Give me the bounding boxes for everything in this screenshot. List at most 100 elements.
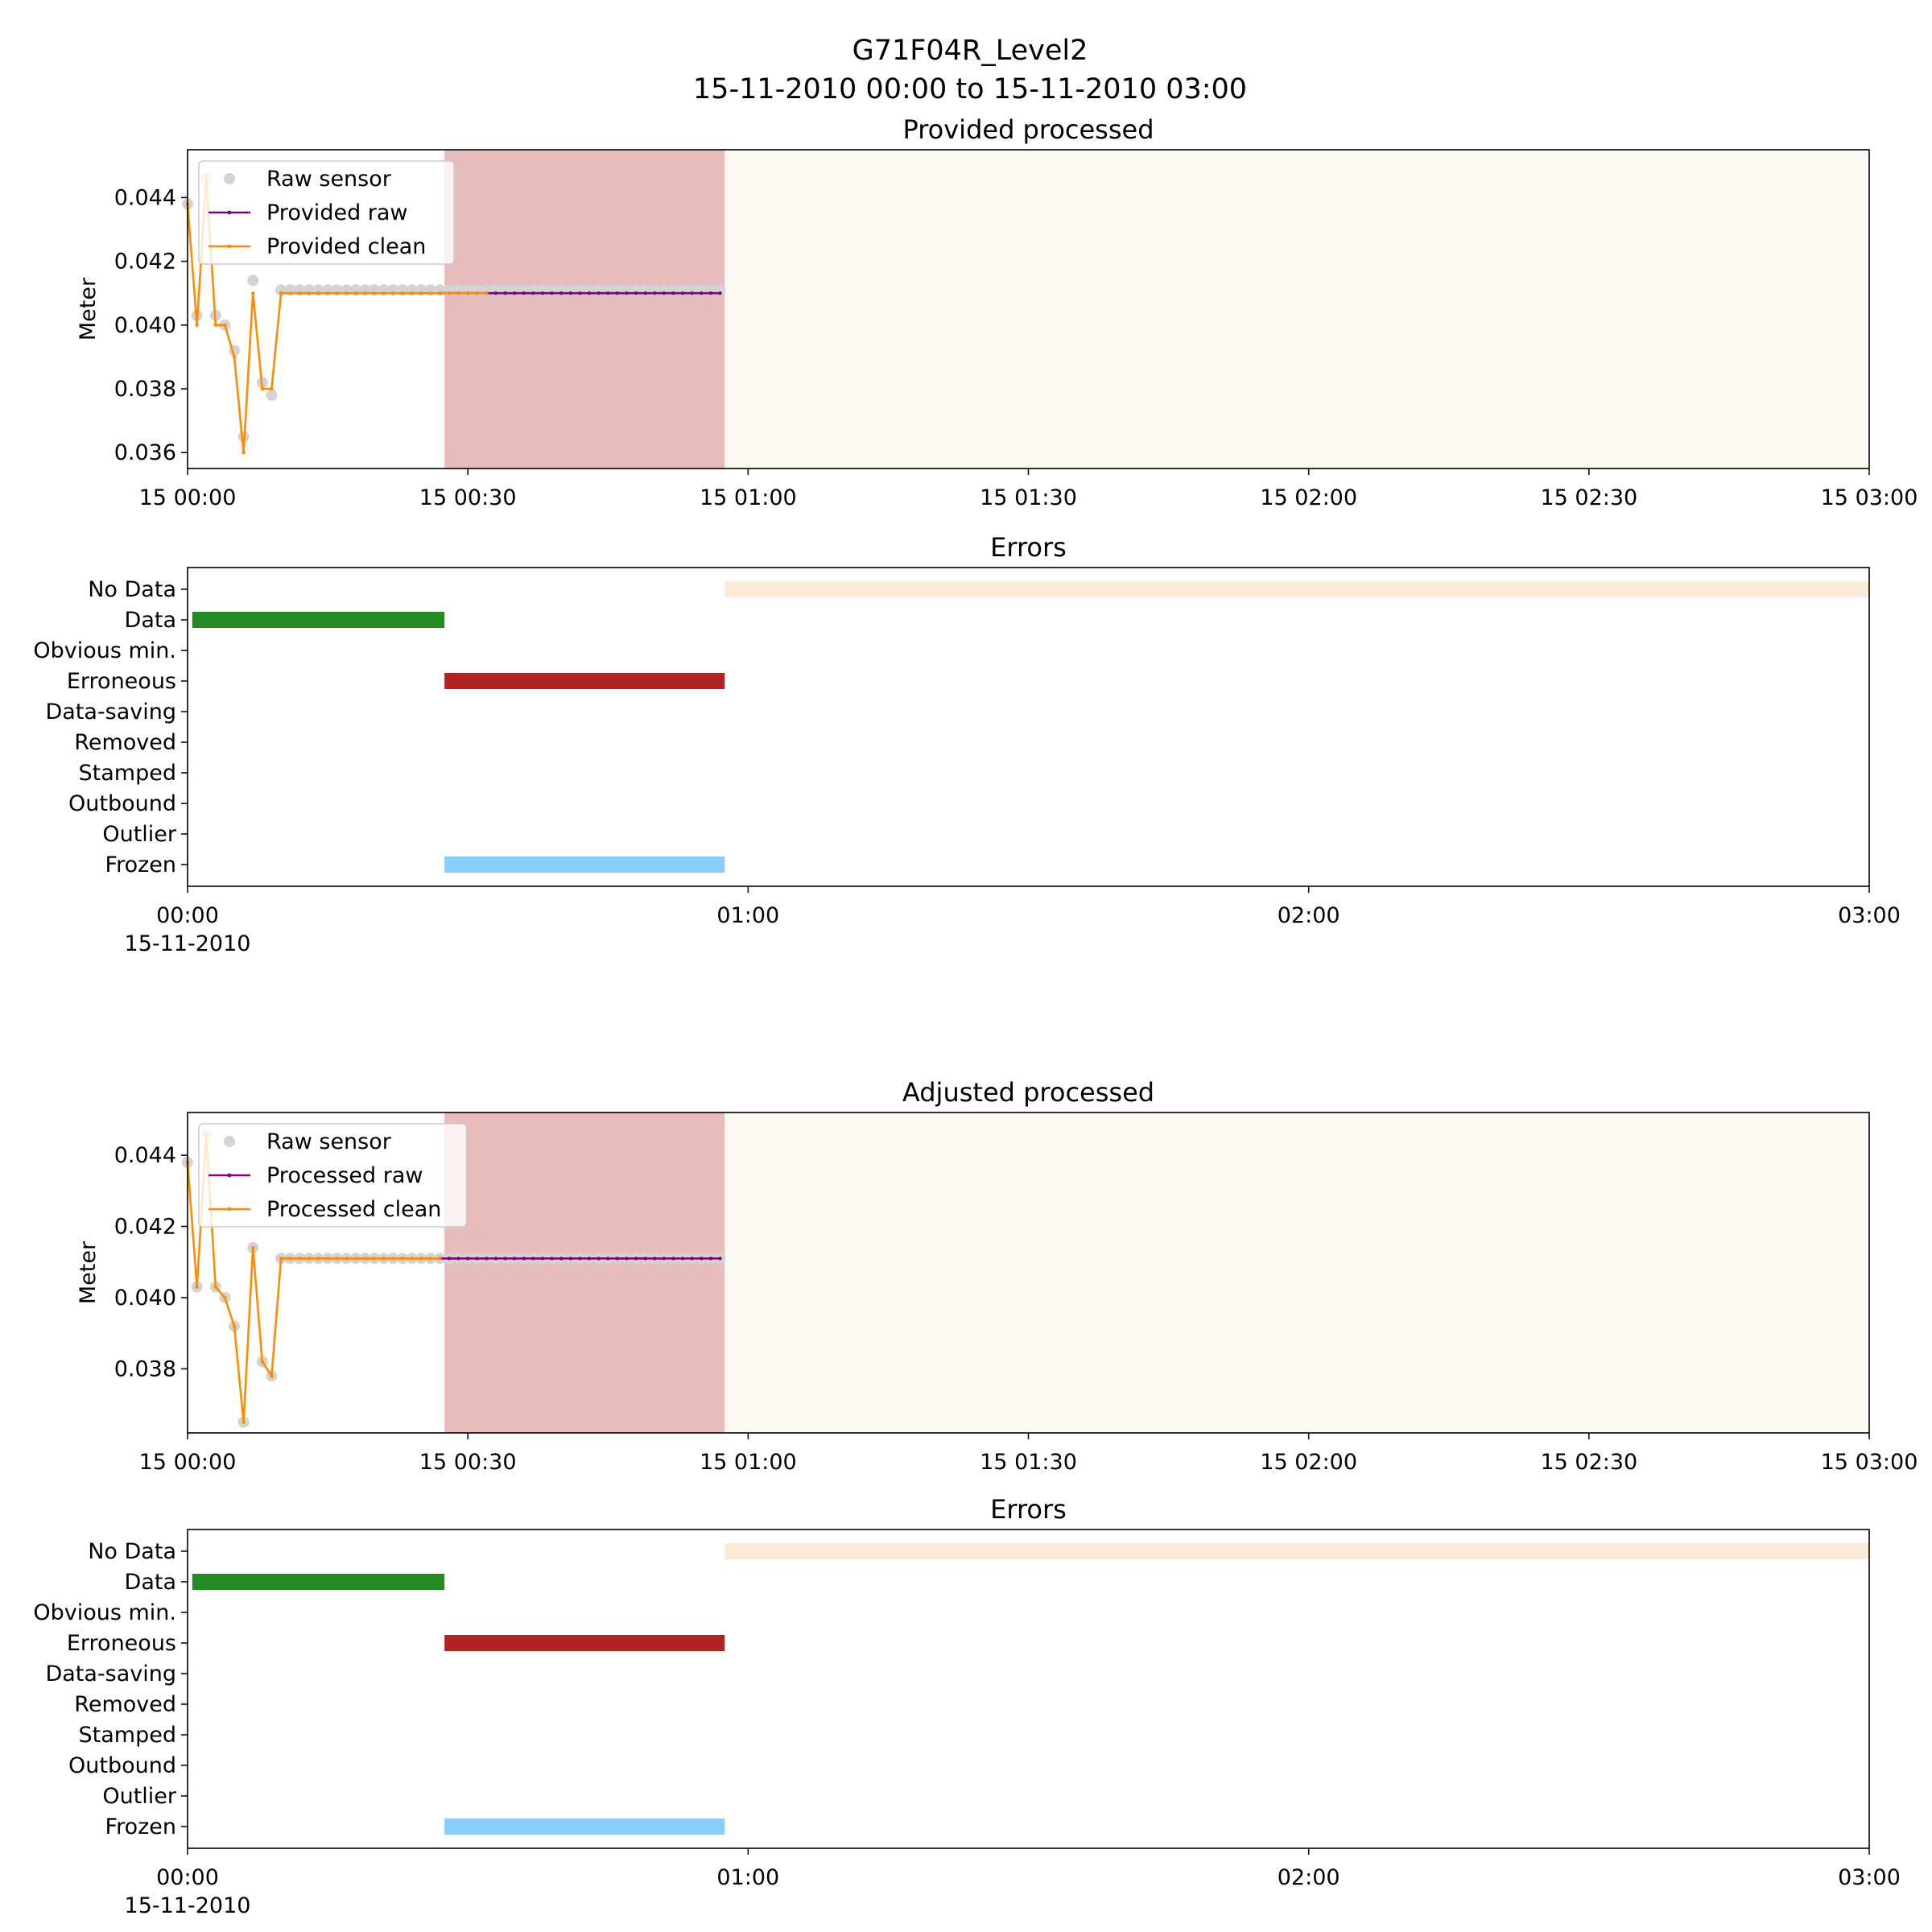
p3-raw-line-point [615, 1257, 620, 1261]
p4-title: Errors [990, 1494, 1067, 1525]
p3-xtick-label: 15 00:30 [419, 1450, 517, 1475]
p4-category-label: No Data [88, 1539, 176, 1564]
p1-xtick-label: 15 01:30 [980, 485, 1077, 510]
p1-clean-line-point [251, 291, 255, 295]
p1-raw-line-point [708, 291, 713, 295]
p3-clean-line-point [419, 1257, 423, 1261]
p3-legend-label: Processed raw [266, 1163, 423, 1188]
p4-xtick-label: 01:00 [716, 1865, 779, 1890]
p3-raw-line-point [662, 1257, 667, 1261]
p3-ylabel: Meter [76, 1241, 101, 1304]
p1-xtick-label: 15 00:00 [139, 485, 237, 510]
p1-clean-line-point [316, 291, 320, 295]
p2-category-label: No Data [88, 577, 176, 602]
p1-clean-line-point [400, 291, 405, 295]
p3-clean-line-point [298, 1257, 302, 1261]
p3-raw-line-point [447, 1257, 452, 1261]
p1-ytick-label: 0.038 [114, 377, 176, 402]
p1-clean-line-point [363, 291, 367, 295]
p1-xtick-label: 15 02:30 [1540, 485, 1637, 510]
p1-raw-sensor-point [266, 389, 278, 401]
p3-raw-line-point [597, 1257, 601, 1261]
p1-clean-line-point [213, 323, 218, 327]
p2-category-label: Erroneous [67, 669, 176, 694]
p1-legend-label: Raw sensor [266, 167, 392, 192]
p3-raw-line-point [718, 1257, 722, 1261]
p2-xtick-label: 00:00 [156, 903, 219, 928]
p1-clean-line-point [419, 291, 423, 295]
p1-clean-line-point [335, 291, 339, 295]
p3-clean-line-point [213, 1285, 218, 1289]
p1-raw-sensor-point [247, 275, 259, 287]
p1-clean-line-point [485, 291, 489, 295]
p1-raw-line-point [718, 291, 722, 295]
p1-clean-line-point [438, 291, 442, 295]
p1-raw-line-point [653, 291, 657, 295]
p1-raw-line-point [597, 291, 601, 295]
p1-clean-line-point [391, 291, 395, 295]
p3-raw-line-point [568, 1257, 573, 1261]
p1-clean-line-point [232, 355, 237, 359]
p1-clean-line-point [465, 291, 470, 295]
p1-title: Provided processed [902, 114, 1154, 145]
p1-clean-line-point [298, 291, 302, 295]
p3-legend-line-marker [227, 1173, 232, 1178]
p1-ytick-label: 0.044 [114, 185, 176, 210]
p3-raw-line-point [540, 1257, 545, 1261]
p3-clean-line-point [325, 1257, 330, 1261]
p4-bar-data [192, 1574, 445, 1590]
p3-raw-line-point [559, 1257, 564, 1261]
p1-raw-line-point [550, 291, 554, 295]
p2-xtick-label: 02:00 [1278, 903, 1340, 928]
p3-span-erroneous [444, 1113, 725, 1433]
p1-clean-line-point [195, 323, 199, 327]
p1-raw-line-point [671, 291, 675, 295]
p3-raw-line-point [475, 1257, 479, 1261]
p3-clean-line-point [438, 1257, 442, 1261]
p1-legend-label: Provided clean [266, 234, 426, 259]
p1-span-erroneous [444, 150, 725, 469]
p1-raw-line-point [540, 291, 545, 295]
p1-legend-line-marker [227, 210, 232, 215]
p1-clean-line-point [475, 291, 479, 295]
p3-clean-line-point [251, 1245, 255, 1250]
p1-ylabel: Meter [76, 277, 101, 341]
p3-clean-line-point [345, 1257, 349, 1261]
p1-raw-line-point [531, 291, 535, 295]
p3-raw-line-point [587, 1257, 592, 1261]
p4-xtick-label: 00:00 [156, 1865, 219, 1890]
p1-raw-line-point [493, 291, 498, 295]
p3-clean-line-point [288, 1257, 292, 1261]
p1-xtick-label: 15 03:00 [1821, 485, 1918, 510]
p2-category-label: Removed [74, 730, 176, 755]
p3-raw-line-point [531, 1257, 535, 1261]
p1-clean-line-point [260, 386, 265, 391]
p3-title: Adjusted processed [902, 1077, 1154, 1108]
p1-raw-line-point [522, 291, 526, 295]
p3-clean-line-point [382, 1257, 386, 1261]
p3-raw-line-point [680, 1257, 685, 1261]
p2-category-label: Stamped [79, 761, 176, 786]
p2-category-label: Obvious min. [33, 638, 176, 663]
p4-axes-frame [187, 1529, 1870, 1849]
p2-bar-no-data [724, 581, 1869, 597]
p1-xtick-label: 15 00:30 [419, 485, 517, 510]
p3-xtick-label: 15 03:00 [1821, 1450, 1918, 1475]
p3-xtick-label: 15 01:00 [700, 1450, 797, 1475]
p1-clean-line-point [223, 323, 227, 327]
p3-clean-line [186, 1133, 440, 1422]
p3-ytick-label: 0.042 [114, 1215, 176, 1240]
p2-category-label: Data-saving [45, 700, 176, 724]
p1-clean-line-point [372, 291, 377, 295]
p1-clean-line-point [279, 291, 283, 295]
p3-clean-line-point [316, 1257, 320, 1261]
p3-ytick-label: 0.038 [114, 1356, 176, 1381]
p3-legend-label: Processed clean [266, 1197, 441, 1222]
p3-raw-line-point [550, 1257, 554, 1261]
p3-xtick-label: 15 02:30 [1540, 1450, 1637, 1475]
p3-raw-line-point [465, 1257, 470, 1261]
p1-clean-line-point [410, 291, 414, 295]
p3-axes-frame [187, 1112, 1870, 1434]
p3-raw-line-point [503, 1257, 507, 1261]
